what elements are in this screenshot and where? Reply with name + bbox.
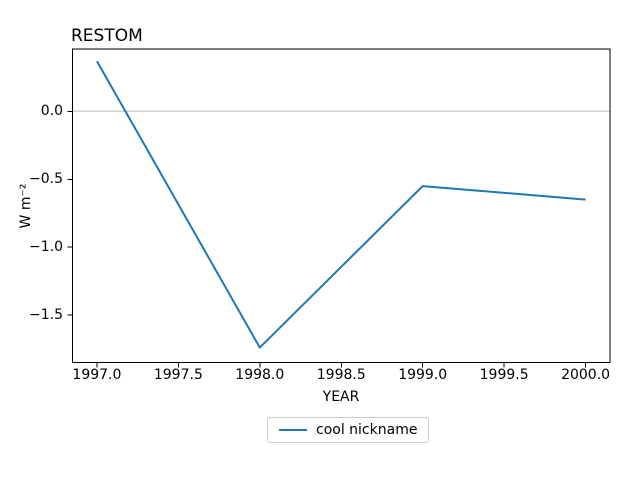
axes-spines (72, 48, 611, 363)
chart-title: RESTOM (71, 26, 143, 46)
x-tick-label: 1998.5 (316, 367, 366, 383)
y-axis-label: W m⁻² (18, 183, 34, 229)
legend-entry-label: cool nickname (316, 422, 418, 438)
y-tick-label: 0.0 (40, 103, 63, 120)
x-tick-label: 1998.0 (235, 367, 285, 383)
x-tick-label: 1997.5 (153, 367, 203, 383)
x-tick-label: 1997.0 (72, 367, 122, 383)
y-tick-label: −1.5 (29, 307, 63, 323)
x-tick-label: 1999.0 (398, 367, 448, 383)
x-tick-label: 1999.5 (479, 367, 529, 383)
x-tick-label: 2000.0 (561, 367, 611, 383)
y-tick-label: −1.0 (29, 239, 63, 256)
legend-line-sample (279, 429, 307, 431)
x-axis-label: YEAR (322, 389, 360, 405)
data-line (96, 60, 586, 349)
y-tick-label: −0.5 (29, 171, 63, 188)
legend: cool nickname (267, 417, 430, 443)
